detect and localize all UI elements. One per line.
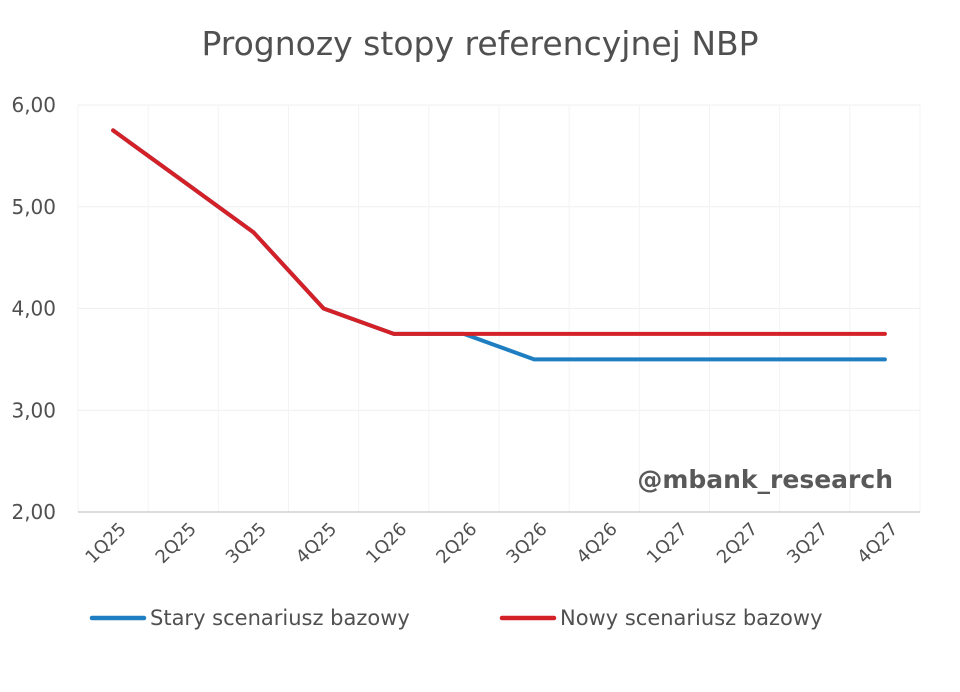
x-tick-label: 1Q26	[362, 519, 411, 568]
legend-label-1: Stary scenariusz bazowy	[150, 606, 410, 630]
chart-title: Prognozy stopy referencyjnej NBP	[201, 24, 758, 63]
y-tick-label: 5,00	[11, 195, 56, 219]
legend: Stary scenariusz bazowy Nowy scenariusz b…	[89, 606, 823, 630]
x-tick-label: 3Q27	[783, 519, 832, 568]
x-tick-label: 3Q25	[222, 519, 271, 568]
x-axis-ticks: 1Q25 2Q25 3Q25 4Q25 1Q26 2Q26 3Q26 4Q26 1Q27 2Q27…	[81, 519, 902, 568]
series-line-2	[111, 128, 887, 336]
x-tick-label: 2Q26	[432, 519, 481, 568]
y-tick-label: 4,00	[11, 297, 56, 321]
y-tick-label: 2,00	[11, 500, 56, 524]
gridlines	[77, 104, 921, 512]
x-tick-label: 2Q27	[713, 519, 762, 568]
y-tick-label: 3,00	[11, 398, 56, 422]
x-tick-label: 1Q25	[81, 519, 130, 568]
y-tick-label: 6,00	[11, 93, 56, 117]
x-tick-label: 3Q26	[502, 519, 551, 568]
series-lines	[111, 128, 887, 362]
x-tick-label: 4Q25	[292, 519, 341, 568]
legend-label-2: Nowy scenariusz bazowy	[560, 606, 823, 630]
watermark-annotation: @mbank_research	[637, 465, 893, 494]
y-axis-ticks: 2,00 3,00 4,00 5,00 6,00	[11, 93, 56, 524]
x-tick-label: 1Q27	[643, 519, 692, 568]
x-tick-label: 4Q27	[853, 519, 902, 568]
x-tick-label: 4Q26	[573, 519, 622, 568]
x-tick-label: 2Q25	[152, 519, 201, 568]
